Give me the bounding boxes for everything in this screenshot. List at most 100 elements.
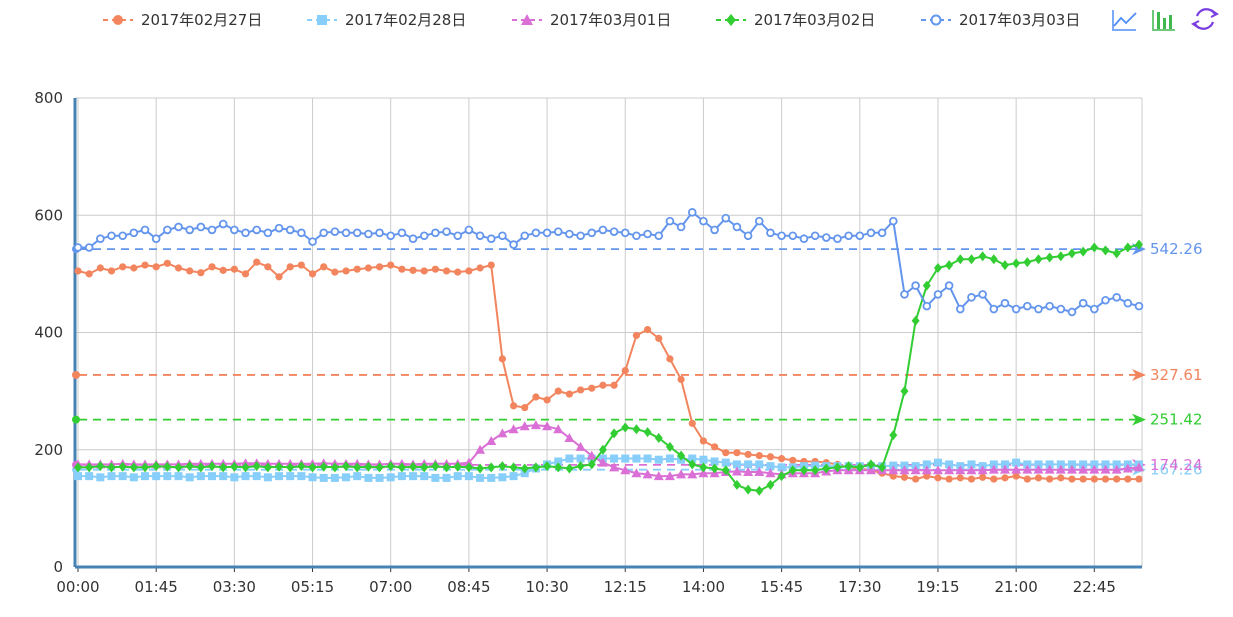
data-point xyxy=(632,424,641,435)
data-point xyxy=(1090,475,1098,483)
legend-label: 2017年02月28日 xyxy=(345,11,466,29)
data-point xyxy=(386,231,396,241)
data-point xyxy=(587,459,596,470)
restore-icon[interactable] xyxy=(1191,8,1219,30)
data-point xyxy=(319,461,328,472)
data-point xyxy=(521,403,529,412)
data-point xyxy=(341,228,351,238)
data-point xyxy=(531,228,541,238)
data-point xyxy=(297,261,305,269)
data-point xyxy=(442,473,451,482)
data-point xyxy=(330,473,339,482)
data-point xyxy=(565,390,574,398)
data-point xyxy=(586,450,597,460)
data-point xyxy=(442,267,451,275)
data-point xyxy=(888,216,898,226)
x-tick-label: 15:45 xyxy=(760,578,803,596)
data-point xyxy=(431,461,440,472)
data-point xyxy=(956,474,964,482)
legend-item-5[interactable]: 2017年03月03日 xyxy=(921,11,1080,29)
data-point xyxy=(219,472,228,481)
data-point xyxy=(978,251,987,262)
data-point xyxy=(453,231,463,241)
data-point xyxy=(777,463,786,472)
data-point xyxy=(264,263,272,271)
data-point xyxy=(910,465,921,475)
data-point xyxy=(710,225,719,235)
data-point xyxy=(174,222,183,232)
data-point xyxy=(721,213,731,223)
data-point xyxy=(1000,298,1010,308)
data-point xyxy=(999,464,1010,474)
data-point xyxy=(386,473,395,482)
data-point xyxy=(431,228,440,238)
data-point xyxy=(152,461,161,472)
data-point xyxy=(598,225,608,235)
data-point xyxy=(476,463,485,474)
data-point xyxy=(1124,475,1132,483)
data-point xyxy=(576,461,585,472)
data-point xyxy=(543,461,552,472)
y-tick-label: 0 xyxy=(53,558,63,576)
bar-icon-bar xyxy=(1163,18,1166,29)
data-point xyxy=(118,472,127,481)
data-point xyxy=(923,472,931,480)
average-start-dot xyxy=(72,415,80,424)
data-point xyxy=(553,424,564,434)
data-point xyxy=(107,472,116,481)
data-point xyxy=(620,465,631,475)
data-point xyxy=(565,229,574,239)
legend-item-2[interactable]: 2017年02月28日 xyxy=(307,11,466,29)
data-point xyxy=(1033,464,1044,474)
x-tick-label: 19:15 xyxy=(916,578,959,596)
data-point xyxy=(84,243,94,252)
data-point xyxy=(766,228,775,238)
data-point xyxy=(744,460,753,469)
data-point xyxy=(1079,475,1087,483)
data-point xyxy=(1012,458,1021,467)
data-point xyxy=(732,479,741,490)
data-point xyxy=(699,437,708,445)
data-point xyxy=(397,472,406,481)
data-point xyxy=(766,462,775,471)
data-point xyxy=(1079,246,1088,257)
restore-arrow-top xyxy=(1210,9,1219,18)
data-point xyxy=(900,386,909,397)
data-point xyxy=(486,435,497,445)
data-point xyxy=(1045,252,1054,263)
data-point xyxy=(208,472,217,481)
data-point xyxy=(934,474,942,482)
data-point xyxy=(1112,293,1121,302)
data-point xyxy=(454,268,462,276)
data-point xyxy=(944,281,954,290)
data-point xyxy=(642,469,653,479)
data-point xyxy=(553,227,563,236)
legend-item-4[interactable]: 2017年03月02日 xyxy=(716,11,875,29)
data-point xyxy=(990,475,998,483)
data-point xyxy=(152,263,160,271)
data-point xyxy=(1101,475,1110,483)
line-chart-toggle-icon[interactable] xyxy=(1112,10,1137,31)
data-point xyxy=(643,427,652,438)
data-point xyxy=(197,269,205,277)
data-point xyxy=(945,260,954,271)
x-tick-label: 10:30 xyxy=(525,578,568,596)
data-point xyxy=(420,472,429,481)
data-point xyxy=(286,472,295,481)
data-point xyxy=(186,267,194,275)
data-point xyxy=(945,475,953,483)
data-point xyxy=(375,462,384,473)
data-point xyxy=(163,259,171,267)
data-point xyxy=(755,452,763,460)
data-point xyxy=(653,471,664,481)
legend-item-3[interactable]: 2017年03月01日 xyxy=(512,11,671,29)
y-tick-label: 600 xyxy=(34,206,63,224)
data-point xyxy=(1057,474,1065,482)
bar-chart-toggle-icon[interactable] xyxy=(1152,10,1175,31)
data-point xyxy=(564,433,575,443)
data-point xyxy=(1101,460,1110,469)
data-point xyxy=(866,228,876,238)
data-point xyxy=(676,469,687,479)
legend-item-1[interactable]: 2017年02月27日 xyxy=(103,11,262,29)
